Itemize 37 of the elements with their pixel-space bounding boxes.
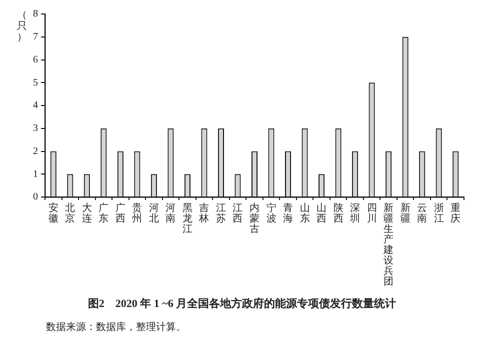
x-tick-label: 重庆 — [450, 202, 461, 224]
y-tick-label: 0 — [33, 192, 38, 203]
text: 图2 2020 年 1 ~6 月全国各地方政府的能源专项债发行数量统计 — [86, 296, 398, 311]
x-tick-label: 云南 — [417, 202, 428, 224]
x-tick-label: 内蒙古 — [250, 202, 260, 235]
x-tick-label: 山东 — [300, 202, 310, 224]
y-tick-label: 7 — [33, 32, 38, 42]
x-tick-label: 河北 — [148, 202, 159, 224]
y-axis-title: （只） — [16, 10, 28, 43]
x-tick-label: 大连 — [82, 202, 92, 224]
x-tick-label: 广西 — [115, 202, 126, 224]
x-tick-label: 宁波 — [266, 202, 276, 224]
x-tick-label: 江西 — [232, 202, 243, 224]
x-tick-label: 广东 — [98, 202, 109, 224]
x-tick-label: 深圳 — [349, 202, 360, 224]
x-tick-label: 吉林 — [198, 202, 210, 224]
x-tick-label: 河南 — [166, 202, 176, 224]
y-tick-label: 6 — [33, 54, 38, 66]
y-tick-label: 3 — [33, 123, 38, 134]
x-tick-label: 浙江 — [434, 202, 444, 224]
x-tick-label: 陕西 — [333, 202, 344, 224]
source-note: 数据来源：数据库，整理计算。 — [46, 320, 186, 334]
y-tick-label: 8 — [33, 8, 38, 20]
x-tick-label: 四川 — [366, 202, 377, 224]
y-tick-label: 4 — [33, 100, 38, 112]
x-tick-label: 山西 — [316, 202, 327, 224]
x-tick-label: 新疆生产建设兵团 — [382, 202, 394, 288]
x-tick-label: 青海 — [283, 202, 294, 224]
y-tick-label: 2 — [33, 146, 38, 157]
x-tick-label: 黑龙江 — [182, 202, 192, 235]
x-tick-label: 新疆 — [400, 202, 410, 224]
x-tick-label: 贵州 — [132, 202, 142, 224]
y-tick-label: 5 — [33, 77, 38, 88]
x-tick-label: 江苏 — [216, 202, 226, 224]
y-tick-label: 1 — [33, 168, 38, 180]
x-tick-label: 安徽 — [48, 202, 58, 224]
x-tick-label: 北京 — [65, 202, 76, 224]
